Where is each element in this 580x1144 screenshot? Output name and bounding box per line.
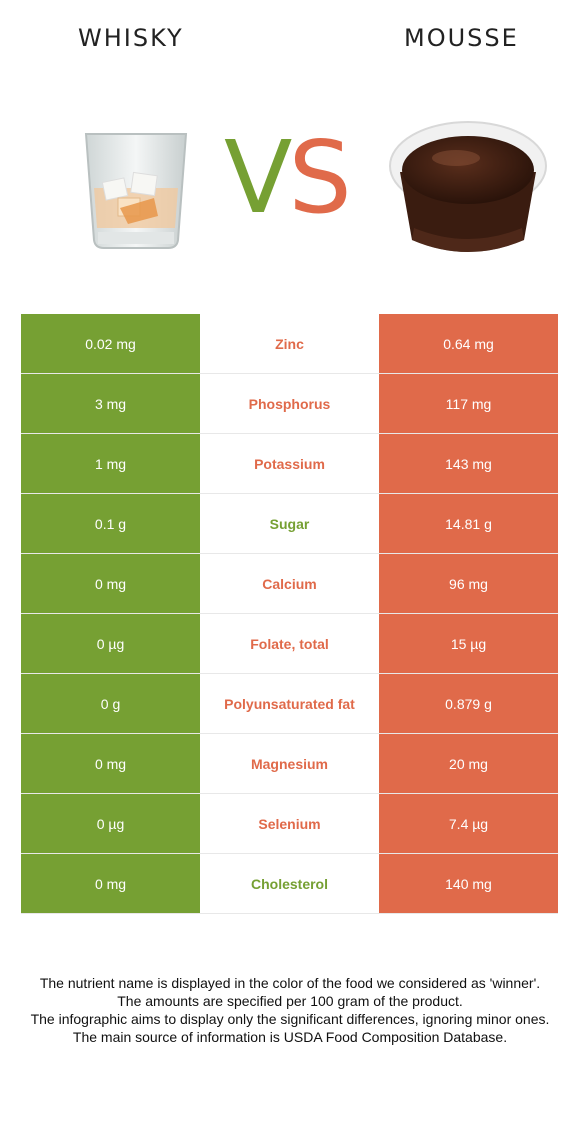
table-row: 0 µg Folate, total 15 µg (21, 614, 558, 674)
nutrient-name: Selenium (200, 794, 379, 853)
table-row: 0 mg Magnesium 20 mg (21, 734, 558, 794)
nutrient-name: Polyunsaturated fat (200, 674, 379, 733)
whisky-value: 0.1 g (21, 494, 200, 553)
nutrient-name: Calcium (200, 554, 379, 613)
mousse-title: MOUSSE (404, 24, 519, 52)
mousse-cup-image (389, 121, 547, 252)
mousse-value: 0.879 g (379, 674, 558, 733)
mousse-value: 20 mg (379, 734, 558, 793)
whisky-glass-image (84, 133, 188, 249)
whisky-value: 0.02 mg (21, 314, 200, 373)
table-row: 0.02 mg Zinc 0.64 mg (21, 314, 558, 374)
whisky-value: 0 µg (21, 614, 200, 673)
footnote-line: The infographic aims to display only the… (30, 1011, 550, 1027)
table-row: 0 µg Selenium 7.4 µg (21, 794, 558, 854)
nutrient-name: Magnesium (200, 734, 379, 793)
table-row: 1 mg Potassium 143 mg (21, 434, 558, 494)
comparison-table: 0.02 mg Zinc 0.64 mg 3 mg Phosphorus 117 mg 1 … (21, 314, 558, 914)
whisky-value: 1 mg (21, 434, 200, 493)
vs-s: S (288, 119, 352, 236)
table-row: 3 mg Phosphorus 117 mg (21, 374, 558, 434)
footnote-line: The main source of information is USDA F… (72, 1029, 508, 1045)
mousse-value: 96 mg (379, 554, 558, 613)
vs-label: VS (224, 128, 352, 228)
nutrient-name: Potassium (200, 434, 379, 493)
table-row: 0 mg Calcium 96 mg (21, 554, 558, 614)
mousse-value: 15 µg (379, 614, 558, 673)
mousse-value: 14.81 g (379, 494, 558, 553)
whisky-value: 0 mg (21, 734, 200, 793)
footnote-line: The amounts are specified per 100 gram o… (117, 993, 463, 1009)
whisky-value: 0 g (21, 674, 200, 733)
mousse-value: 143 mg (379, 434, 558, 493)
whisky-value: 0 mg (21, 554, 200, 613)
mousse-value: 0.64 mg (379, 314, 558, 373)
mousse-value: 140 mg (379, 854, 558, 913)
footnotes: The nutrient name is displayed in the co… (18, 974, 562, 1046)
mousse-value: 117 mg (379, 374, 558, 433)
nutrient-name: Phosphorus (200, 374, 379, 433)
whisky-value: 0 mg (21, 854, 200, 913)
nutrient-name: Cholesterol (200, 854, 379, 913)
table-row: 0.1 g Sugar 14.81 g (21, 494, 558, 554)
nutrient-name: Sugar (200, 494, 379, 553)
whisky-value: 0 µg (21, 794, 200, 853)
nutrient-name: Folate, total (200, 614, 379, 673)
table-row: 0 mg Cholesterol 140 mg (21, 854, 558, 914)
table-row: 0 g Polyunsaturated fat 0.879 g (21, 674, 558, 734)
whisky-title: WHISKY (78, 24, 184, 52)
mousse-value: 7.4 µg (379, 794, 558, 853)
whisky-value: 3 mg (21, 374, 200, 433)
vs-v: V (224, 119, 292, 236)
nutrient-name: Zinc (200, 314, 379, 373)
footnote-line: The nutrient name is displayed in the co… (39, 975, 541, 991)
